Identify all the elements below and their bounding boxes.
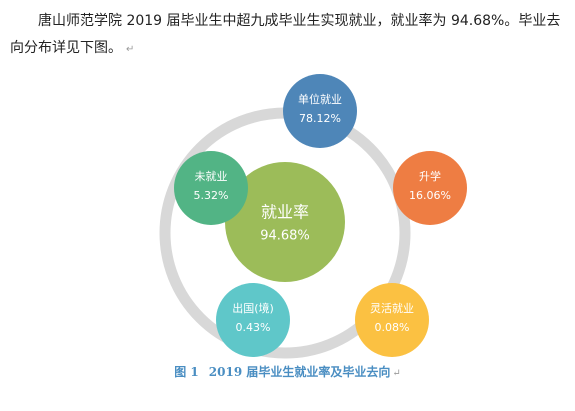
intro-paragraph: 唐山师范学院 2019 届毕业生中超九成毕业生实现就业，就业率为 94.68%。…: [10, 8, 570, 63]
node-label-flexible-employment: 灵活就业: [370, 301, 414, 315]
intro-paragraph-text: 唐山师范学院 2019 届毕业生中超九成毕业生实现就业，就业率为 94.68%。…: [10, 13, 561, 56]
caption-mark: ↵: [392, 368, 401, 379]
center-value: 94.68%: [260, 229, 310, 244]
center-circle: [225, 162, 345, 282]
node-value-abroad: 0.43%: [236, 321, 271, 334]
node-circle-further-study: [393, 151, 467, 225]
caption-number: 图 1: [174, 365, 199, 379]
center-label: 就业率: [261, 203, 309, 222]
node-circle-unit-employment: [283, 74, 357, 148]
paragraph-mark: ↵: [126, 44, 135, 55]
node-value-further-study: 16.06%: [409, 189, 451, 202]
node-circle-abroad: [216, 283, 290, 357]
node-value-unit-employment: 78.12%: [299, 112, 341, 125]
node-value-unemployed: 5.32%: [194, 189, 229, 202]
node-value-flexible-employment: 0.08%: [375, 321, 410, 334]
node-label-abroad: 出国(境): [232, 301, 274, 315]
node-circle-unemployed: [174, 151, 248, 225]
node-label-further-study: 升学: [419, 169, 441, 183]
caption-text: 2019 届毕业生就业率及毕业去向: [208, 365, 391, 379]
node-circle-flexible-employment: [355, 283, 429, 357]
node-label-unit-employment: 单位就业: [298, 92, 342, 106]
node-label-unemployed: 未就业: [195, 169, 228, 183]
figure-caption: 图 1 2019 届毕业生就业率及毕业去向 ↵: [0, 363, 575, 380]
